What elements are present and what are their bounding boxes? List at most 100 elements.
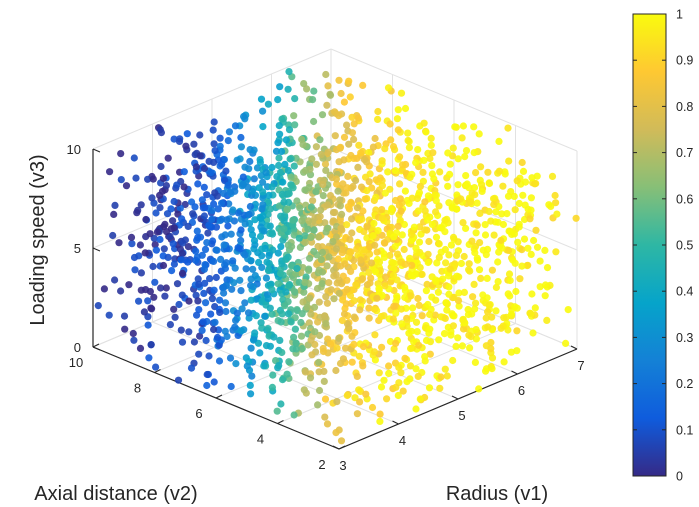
data-point [131, 266, 139, 274]
data-point [241, 251, 249, 259]
data-point [181, 236, 189, 244]
data-point [301, 278, 309, 287]
data-point [268, 383, 276, 391]
data-point [518, 158, 526, 167]
data-point [300, 80, 308, 88]
data-point [415, 341, 423, 349]
data-point [257, 214, 265, 222]
data-point [415, 188, 423, 197]
data-point [407, 344, 415, 353]
data-point [313, 284, 322, 293]
data-point [428, 162, 436, 170]
data-point [451, 123, 459, 131]
data-point [371, 241, 379, 249]
data-point [530, 236, 538, 245]
data-point [222, 167, 230, 175]
data-point [324, 201, 332, 209]
data-point [383, 395, 391, 403]
data-point [321, 413, 329, 421]
data-point [506, 227, 514, 236]
data-point [210, 158, 218, 166]
data-point [457, 259, 465, 268]
data-point [306, 171, 315, 179]
data-point [481, 231, 490, 239]
data-point [344, 172, 352, 180]
data-point [258, 245, 266, 253]
data-point [375, 258, 384, 266]
data-point [419, 168, 427, 176]
data-point [192, 291, 200, 299]
colorbar: 0 0.1 0.2 0.3 0.4 0.5 0.6 0.7 0.8 0.9 1 [632, 8, 693, 484]
data-point [500, 358, 508, 366]
data-point [265, 191, 273, 199]
data-point [373, 248, 381, 256]
x-tick-mark [570, 345, 578, 350]
data-point [519, 167, 528, 175]
data-point [404, 136, 412, 145]
data-point [504, 124, 512, 132]
data-point [282, 288, 290, 296]
data-point [488, 266, 496, 274]
data-point [288, 262, 296, 270]
data-point [353, 410, 361, 418]
data-point [490, 231, 498, 239]
data-point [389, 143, 398, 151]
data-point [501, 170, 509, 178]
data-point [117, 176, 125, 184]
data-point [275, 161, 283, 170]
data-point [375, 284, 383, 293]
data-point [346, 291, 355, 300]
data-point [245, 314, 253, 322]
data-point [449, 322, 457, 330]
data-point [346, 248, 354, 256]
data-point [332, 245, 340, 253]
data-point [479, 246, 487, 254]
data-point [256, 232, 265, 241]
data-point [195, 350, 203, 358]
data-point [307, 310, 315, 318]
data-point [276, 130, 284, 138]
data-point [232, 360, 240, 368]
data-point [330, 272, 338, 280]
data-point [198, 326, 206, 334]
data-point [498, 210, 506, 218]
data-point [436, 224, 444, 232]
data-point [245, 165, 253, 173]
data-point [450, 312, 458, 320]
data-point [506, 292, 514, 300]
data-point [257, 223, 265, 231]
data-point [178, 291, 186, 299]
data-point [240, 112, 248, 121]
data-point [207, 169, 215, 177]
data-point [325, 279, 333, 287]
data-point [290, 411, 298, 419]
data-point [572, 214, 580, 222]
data-point [343, 121, 351, 129]
data-point [309, 197, 317, 205]
data-point [465, 260, 473, 268]
data-point [391, 243, 399, 251]
data-point [472, 229, 480, 237]
data-point [217, 255, 225, 263]
data-point [381, 239, 389, 247]
data-point [117, 287, 125, 295]
data-point [505, 157, 513, 165]
data-point [327, 286, 335, 294]
data-point [195, 306, 203, 314]
data-point [171, 313, 179, 321]
data-point [329, 238, 337, 246]
data-point [518, 262, 526, 270]
data-point [175, 300, 183, 309]
data-point [483, 274, 491, 282]
data-point [309, 96, 317, 104]
data-point [460, 252, 468, 261]
data-point [201, 279, 209, 287]
data-point [237, 143, 245, 151]
data-point [401, 104, 410, 113]
x-axis-label: Radius (v1) [446, 483, 548, 505]
data-point [335, 289, 343, 297]
x-tick-label: 7 [577, 358, 584, 373]
data-point [394, 106, 402, 114]
data-point [257, 319, 265, 327]
data-point [300, 386, 308, 394]
